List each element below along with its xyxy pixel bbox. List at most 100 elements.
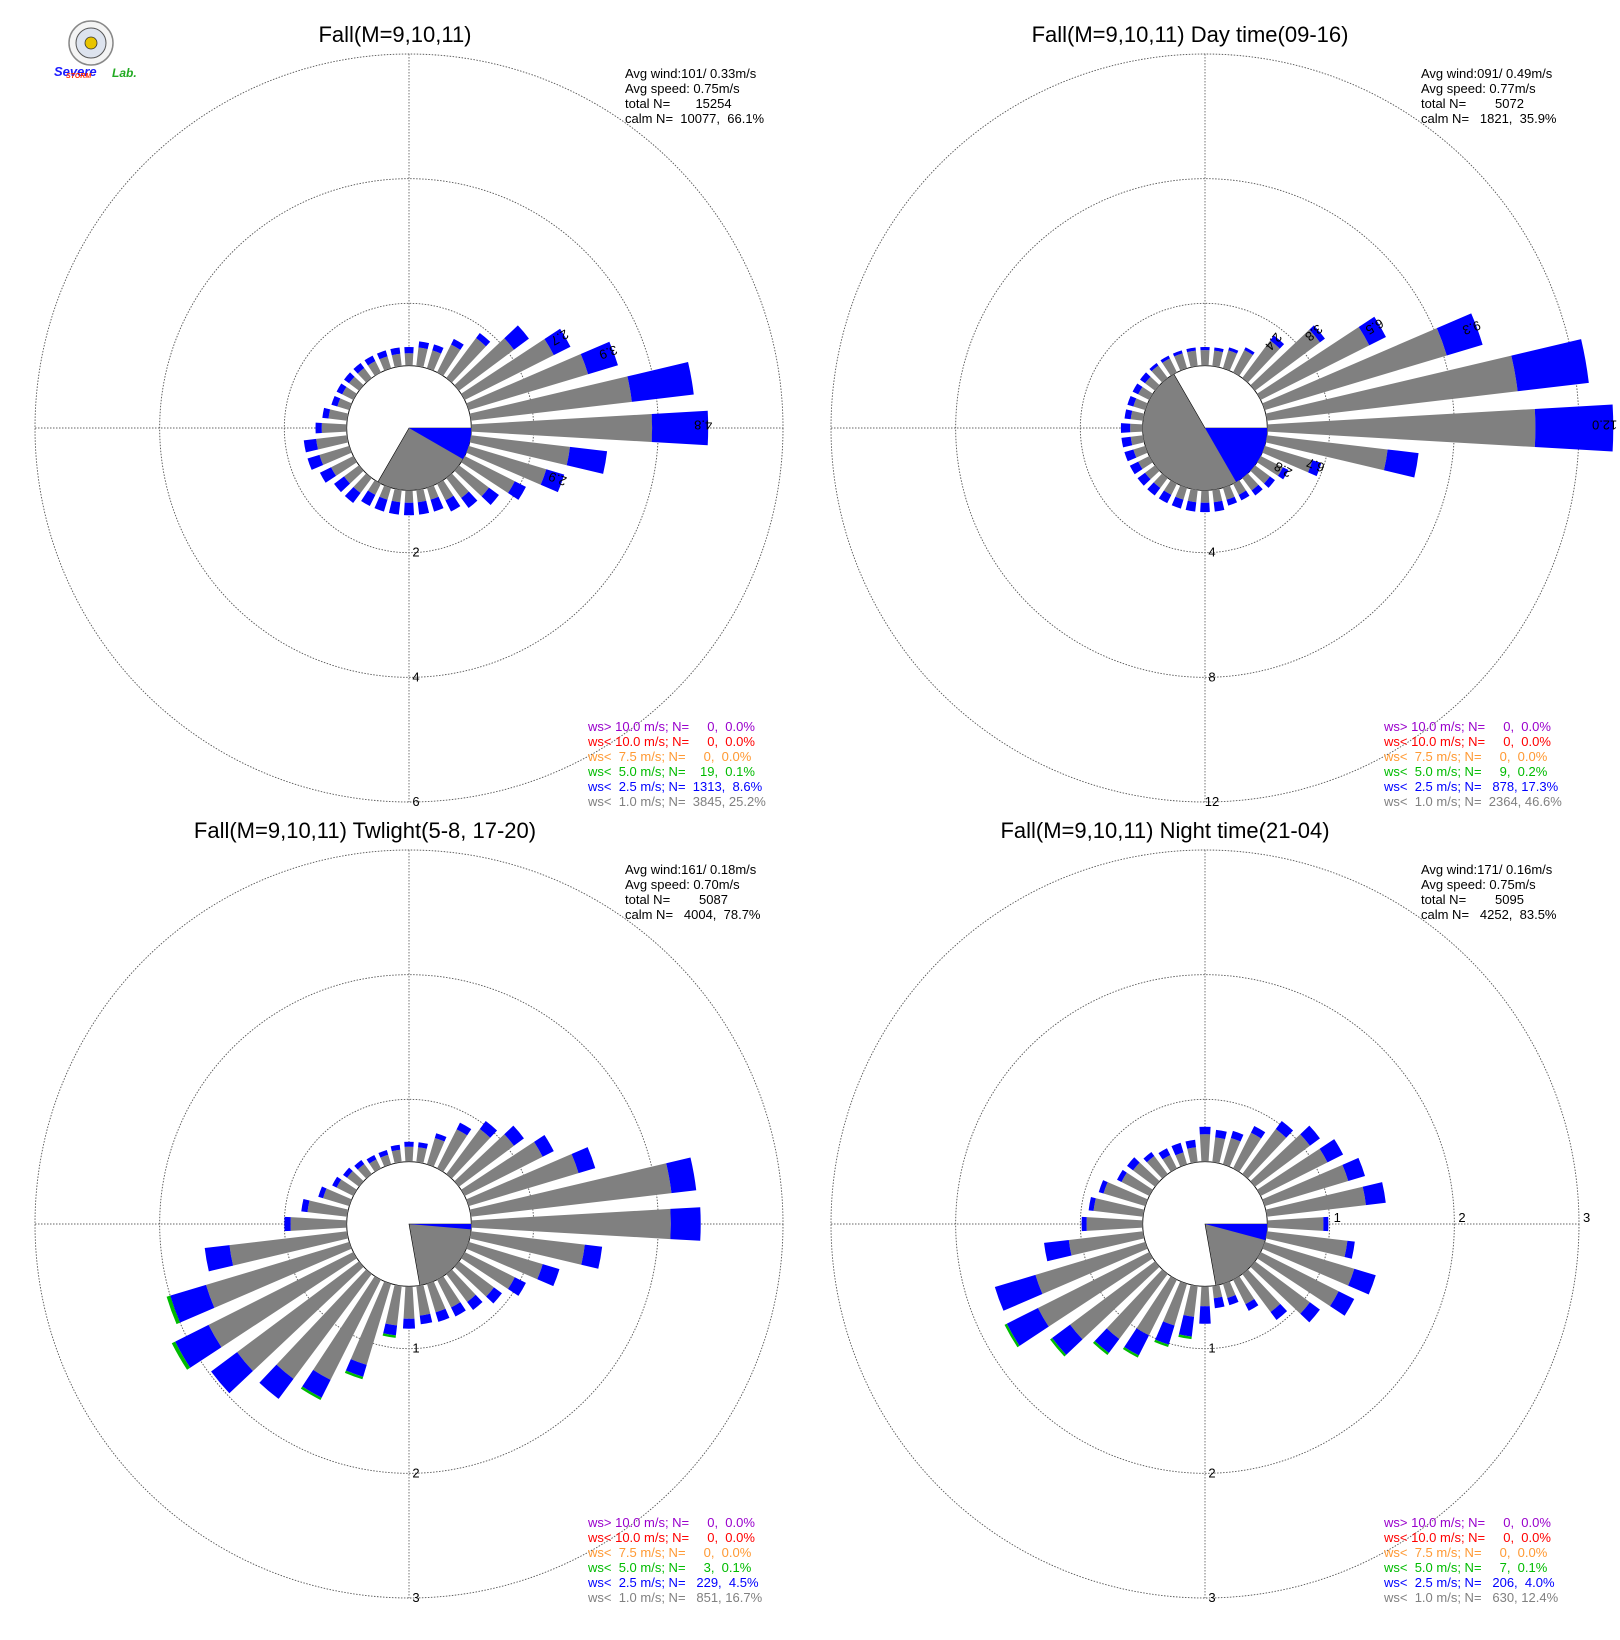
bar-segment-ws-below-2-5 <box>1185 1139 1196 1149</box>
bar-segment-ws-below-2-5 <box>1160 355 1170 363</box>
bar-segment-ws-below-1 <box>469 1163 672 1217</box>
bar-segment-ws-below-1 <box>391 488 402 503</box>
logo-word-lab: Lab. <box>112 66 137 80</box>
bar-segment-ws-below-2-5 <box>445 495 461 512</box>
bar-segment-ws-below-2-5 <box>1250 1125 1266 1139</box>
bar-segment-ws-below-2-5 <box>666 1157 697 1194</box>
bar-segment-ws-below-2-5 <box>1200 502 1210 513</box>
bar-segment-ws-below-1 <box>426 1138 445 1167</box>
bar-segment-ws-below-1 <box>1136 1276 1177 1336</box>
bar-total-label: 12.0 <box>1592 418 1617 433</box>
bar-segment-ws-below-2-5 <box>1344 1240 1355 1259</box>
bar-segment-ws-below-2-5 <box>1245 1299 1259 1311</box>
bar-segment-ws-below-2-5 <box>481 487 499 505</box>
bar-segment-ws-below-1 <box>1121 1172 1153 1196</box>
bar-segment-ws-below-1 <box>237 1261 364 1372</box>
ring-tick-label-east: 1 <box>1334 1210 1341 1225</box>
bar-segment-ws-below-1 <box>426 350 442 371</box>
logo-word-storm: STORM <box>66 73 91 80</box>
bar-segment-ws-below-1 <box>1222 1281 1236 1299</box>
bar-segment-ws-below-1 <box>454 465 489 497</box>
bar-segment-ws-below-2-5 <box>1158 490 1172 504</box>
bar-segment-ws-below-2-5 <box>366 1154 377 1164</box>
panel-title: Fall(M=9,10,11) <box>318 22 471 47</box>
bar-segment-ws-below-1 <box>1163 480 1177 495</box>
legend-entry: ws< 5.0 m/s; N= 9, 0.2% <box>1383 764 1548 779</box>
bar-segment-ws-below-2-5 <box>1309 325 1325 343</box>
bar-segment-ws-below-1 <box>1200 350 1210 366</box>
bar-segment-ws-below-2-5 <box>301 1199 310 1213</box>
legend-entry: ws< 1.0 m/s; N= 3845, 25.2% <box>587 794 766 809</box>
bar-segment-ws-below-2-5 <box>1094 1328 1120 1353</box>
bar-segment-ws-below-1 <box>1250 329 1320 391</box>
bar-segment-ws-below-1 <box>1267 1217 1324 1231</box>
legend-entry: ws< 10.0 m/s; N= 0, 0.0% <box>1383 734 1551 749</box>
bar-segment-ws-below-2-5 <box>1308 460 1322 477</box>
bar-segment-ws-below-1 <box>208 1252 357 1348</box>
bar-segment-ws-below-2-5 <box>1199 1126 1211 1135</box>
legend-entry: ws< 1.0 m/s; N= 851, 16.7% <box>587 1590 763 1605</box>
bar-segment-ws-below-5 <box>344 1370 364 1380</box>
legend-entry: ws> 10.0 m/s; N= 0, 0.0% <box>1383 719 1551 734</box>
bar-segment-ws-below-2-5 <box>1185 500 1197 512</box>
bar-segment-ws-below-1 <box>1242 1129 1287 1179</box>
bar-segment-ws-below-2-5 <box>467 1294 483 1310</box>
bar-segment-ws-below-1 <box>1162 358 1177 376</box>
bar-segment-ws-below-2-5 <box>344 486 361 503</box>
bar-segment-ws-below-2-5 <box>1300 1125 1320 1146</box>
bar-segment-ws-below-1 <box>416 1284 431 1316</box>
bar-segment-ws-below-1 <box>276 1269 372 1379</box>
bar-segment-ws-below-1 <box>1138 386 1153 400</box>
bar-segment-ws-below-2-5 <box>434 1133 447 1142</box>
bar-segment-ws-below-1 <box>316 435 349 450</box>
bar-segment-ws-below-2-5 <box>1171 496 1184 509</box>
calm-wedge-mean-direction <box>409 1224 472 1230</box>
stat-line: Avg wind:171/ 0.16m/s <box>1421 862 1553 877</box>
bar-segment-ws-below-1 <box>469 376 632 421</box>
bar-segment-ws-below-1 <box>454 1261 494 1297</box>
bar-segment-ws-below-2-5 <box>374 496 388 512</box>
bar-segment-ws-below-2-5 <box>571 1147 596 1174</box>
bar-segment-ws-below-2-5 <box>331 395 341 407</box>
bar-segment-ws-below-2-5 <box>1330 1291 1355 1316</box>
bar-segment-ws-below-2-5 <box>390 1144 401 1152</box>
bar-segment-ws-below-1 <box>1086 1217 1143 1231</box>
ring-tick-label: 1 <box>412 1341 419 1356</box>
bar-segment-ws-below-1 <box>1162 1154 1177 1172</box>
logo-word-severe: Severe <box>54 64 97 79</box>
stat-line: total N= 5095 <box>1421 892 1524 907</box>
bar-segment-ws-below-2-5 <box>651 410 709 446</box>
bar-segment-ws-below-2-5 <box>364 355 376 366</box>
bar-segment-ws-below-2-5 <box>1117 1169 1127 1182</box>
bar-segment-ws-below-1 <box>307 1200 349 1217</box>
bar-segment-ws-below-2-5 <box>1124 449 1137 462</box>
bar-total-label: 3.9 <box>597 342 619 362</box>
legend-entry: ws< 7.5 m/s; N= 0, 0.0% <box>587 1545 752 1560</box>
legend-entry: ws< 2.5 m/s; N= 878, 17.3% <box>1383 779 1559 794</box>
bar-segment-ws-below-2-5 <box>1124 1328 1149 1356</box>
bar-segment-ws-below-1 <box>437 1276 461 1308</box>
bar-segment-ws-below-1 <box>1133 445 1148 458</box>
legend-entry: ws< 7.5 m/s; N= 0, 0.0% <box>1383 749 1548 764</box>
bar-segment-ws-below-1 <box>1233 350 1253 376</box>
bar-segment-ws-below-2-5 <box>1171 1142 1184 1156</box>
bar-segment-ws-below-1 <box>319 445 352 465</box>
bar-segment-ws-below-1 <box>1035 1241 1148 1295</box>
bar-segment-ws-below-1 <box>466 354 589 411</box>
bar-segment-ws-below-2-5 <box>343 1167 353 1178</box>
bar-segment-ws-below-1 <box>471 414 653 442</box>
bar-segment-ws-below-2-5 <box>1143 1152 1155 1163</box>
bar-segment-ws-below-2-5 <box>1238 490 1250 501</box>
bar-segment-ws-below-1 <box>367 480 381 495</box>
bar-segment-ws-below-2-5 <box>418 341 430 350</box>
bar-segment-ws-below-1 <box>416 1147 427 1164</box>
bar-segment-ws-below-1 <box>379 485 392 500</box>
legend-entry: ws< 10.0 m/s; N= 0, 0.0% <box>587 1530 755 1545</box>
bar-segment-ws-below-1 <box>1212 350 1223 368</box>
bar-segment-ws-below-2-5 <box>1214 347 1224 353</box>
bar-segment-ws-below-1 <box>1262 1164 1349 1207</box>
bar-segment-ws-below-1 <box>385 1284 402 1326</box>
legend-entry: ws< 2.5 m/s; N= 229, 4.5% <box>587 1575 759 1590</box>
bar-segment-ws-below-2-5 <box>284 1216 291 1232</box>
ring-tick-label: 2 <box>412 1465 419 1480</box>
